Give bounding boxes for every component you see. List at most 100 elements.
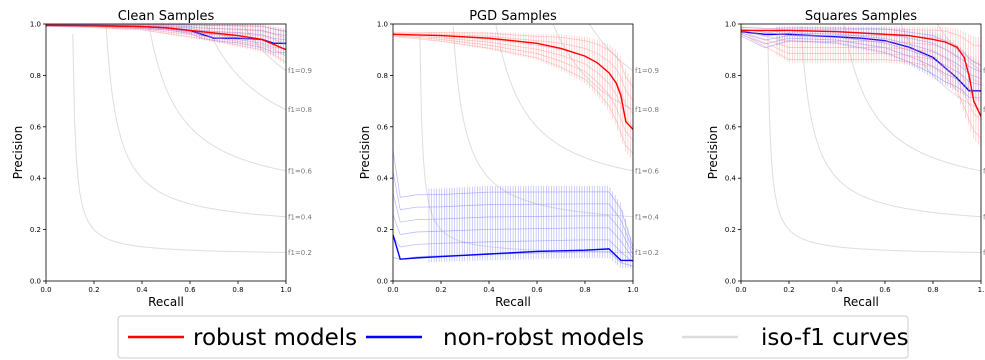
model-line — [741, 31, 981, 121]
model-line — [393, 32, 633, 101]
y-tick-label: 0.4 — [30, 175, 42, 183]
y-tick-label: 0.8 — [725, 72, 736, 80]
model-line — [741, 33, 981, 92]
chart-panel-1: f1=0.2 f1=0.4 f1=0.6 f1=0.8 f1=0.9 0.0 0.2 0.4 0… — [11, 9, 312, 309]
iso-f1-curve — [495, 24, 633, 172]
iso-f1-label: f1=0.6 — [983, 167, 985, 175]
y-tick-label: 1.0 — [30, 21, 41, 29]
model-line — [393, 35, 633, 141]
model-line — [741, 33, 981, 139]
x-tick-label: 0.0 — [387, 286, 398, 294]
x-tick-label: 0.4 — [136, 286, 148, 294]
x-tick-label: 0.8 — [927, 286, 938, 294]
series-robust — [393, 31, 633, 161]
model-line — [46, 25, 286, 57]
y-tick-label: 0.4 — [725, 175, 737, 183]
chart-title: Clean Samples — [118, 9, 215, 24]
chart-panel-3: f1=0.2 f1=0.4 f1=0.6 f1=0.8 f1=0.9 0.0 0.2 0.4 0… — [706, 9, 985, 309]
y-tick-label: 1.0 — [725, 21, 736, 29]
iso-f1-label: f1=0.9 — [983, 67, 985, 75]
iso-f1-curve — [800, 26, 981, 218]
model-line — [393, 31, 633, 88]
y-tick-label: 0.8 — [30, 72, 41, 80]
axes-frame — [392, 23, 634, 282]
iso-f1-label: f1=0.8 — [635, 106, 659, 114]
x-tick-label: 0.6 — [184, 286, 196, 294]
iso-f1-label: f1=0.9 — [635, 67, 659, 75]
y-tick-label: 0.6 — [30, 123, 42, 131]
series-line — [741, 31, 981, 92]
x-axis-label: Recall — [495, 295, 531, 309]
plot-area — [393, 24, 633, 269]
iso-f1-curve — [937, 24, 981, 72]
x-tick-label: 0.2 — [435, 286, 446, 294]
iso-f1-curve — [148, 24, 286, 172]
iso-f1-label: f1=0.4 — [635, 213, 659, 221]
iso-f1-label: f1=0.8 — [983, 106, 985, 114]
y-tick-label: 0.8 — [377, 72, 388, 80]
model-line — [46, 24, 286, 33]
iso-f1-curve — [105, 26, 286, 218]
x-axis-label: Recall — [148, 295, 184, 309]
iso-f1-label: f1=0.2 — [288, 249, 312, 257]
x-tick-label: 0.2 — [783, 286, 794, 294]
x-tick-label: 0.8 — [232, 286, 243, 294]
y-tick-label: 0.6 — [725, 123, 737, 131]
y-tick-label: 0.0 — [30, 278, 41, 286]
legend-box — [117, 315, 909, 359]
iso-f1-curve — [452, 26, 633, 218]
x-tick-label: 1.0 — [627, 286, 638, 294]
model-line — [741, 35, 981, 99]
y-tick-label: 0.2 — [30, 226, 41, 234]
series-line — [393, 234, 633, 262]
iso-f1-curve — [205, 24, 286, 111]
model-line — [741, 26, 981, 47]
chart-panel-2: f1=0.2 f1=0.4 f1=0.6 f1=0.8 f1=0.9 0.0 0.2 0.4 0… — [358, 9, 659, 309]
y-tick-label: 1.0 — [377, 21, 388, 29]
y-tick-label: 0.0 — [377, 278, 388, 286]
model-line — [393, 235, 633, 263]
y-axis-label: Precision — [11, 126, 25, 180]
axes-frame — [45, 23, 287, 282]
model-line — [46, 24, 286, 39]
model-line — [741, 30, 981, 102]
series-non-robust — [393, 150, 633, 269]
iso-f1-label: f1=0.6 — [635, 167, 659, 175]
x-tick-label: 1.0 — [280, 286, 291, 294]
x-tick-label: 0.2 — [88, 286, 99, 294]
y-tick-label: 0.2 — [377, 226, 388, 234]
series-robust — [46, 24, 286, 66]
model-line — [393, 150, 633, 248]
iso-f1-label: f1=0.8 — [288, 106, 312, 114]
iso-f1-label: f1=0.2 — [983, 249, 985, 257]
chart-title: PGD Samples — [469, 9, 557, 24]
chart-title: Squares Samples — [805, 9, 917, 24]
axes-frame — [740, 23, 982, 282]
y-axis-label: Precision — [358, 126, 372, 180]
iso-f1-label: f1=0.4 — [983, 213, 985, 221]
model-line — [393, 36, 633, 154]
y-tick-label: 0.0 — [725, 278, 736, 286]
model-line — [741, 32, 981, 86]
legend: robust models non-robst models iso-f1 curv… — [117, 315, 909, 359]
x-axis-label: Recall — [843, 295, 879, 309]
series-line — [393, 33, 633, 130]
x-tick-label: 0.6 — [879, 286, 891, 294]
plot-area — [46, 24, 286, 253]
iso-f1-label: f1=0.2 — [635, 249, 659, 257]
iso-f1-curve — [589, 24, 633, 72]
iso-f1-curve — [242, 24, 286, 72]
y-tick-label: 0.4 — [377, 175, 389, 183]
series-robust — [741, 26, 981, 148]
iso-f1-label: f1=0.6 — [288, 167, 312, 175]
series-line — [46, 24, 286, 51]
model-line — [741, 28, 981, 65]
iso-f1-curve — [72, 33, 286, 253]
model-line — [393, 193, 633, 255]
x-tick-label: 0.0 — [40, 286, 51, 294]
x-tick-label: 0.4 — [483, 286, 495, 294]
model-line — [393, 214, 633, 259]
model-line — [46, 25, 286, 63]
x-tick-label: 0.6 — [531, 286, 543, 294]
model-line — [393, 34, 633, 128]
